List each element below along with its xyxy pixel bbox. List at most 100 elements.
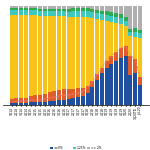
Bar [57, 100, 61, 105]
Bar [10, 10, 14, 15]
Bar [105, 6, 109, 11]
Bar [105, 21, 109, 61]
Bar [95, 6, 99, 10]
Bar [119, 58, 123, 105]
Bar [124, 46, 128, 56]
Bar [52, 9, 56, 11]
Bar [48, 6, 52, 9]
Bar [90, 12, 94, 18]
Bar [43, 94, 47, 102]
Bar [86, 93, 90, 105]
Bar [138, 6, 142, 30]
Bar [29, 96, 33, 102]
Bar [71, 6, 75, 8]
Bar [124, 56, 128, 105]
Bar [29, 15, 33, 96]
Bar [43, 16, 47, 94]
Bar [57, 16, 61, 90]
Bar [109, 56, 113, 64]
Bar [14, 103, 18, 105]
Bar [105, 61, 109, 68]
Bar [29, 8, 33, 10]
Bar [133, 28, 137, 32]
Bar [10, 99, 14, 103]
Bar [38, 102, 42, 105]
Bar [95, 19, 99, 74]
Bar [10, 15, 14, 99]
Bar [76, 97, 80, 105]
Bar [38, 95, 42, 102]
Bar [67, 9, 71, 12]
Bar [105, 15, 109, 21]
Bar [128, 32, 132, 36]
Bar [100, 6, 104, 11]
Bar [62, 6, 66, 9]
Bar [124, 6, 128, 17]
Bar [124, 26, 128, 46]
Bar [138, 33, 142, 38]
Bar [133, 59, 137, 74]
Bar [81, 6, 85, 8]
Bar [38, 11, 42, 16]
Bar [29, 6, 33, 8]
Bar [90, 9, 94, 12]
Bar [67, 6, 71, 9]
Bar [43, 9, 47, 11]
Bar [90, 87, 94, 105]
Bar [119, 18, 123, 24]
Bar [52, 101, 56, 105]
Bar [71, 89, 75, 98]
Bar [33, 102, 37, 105]
Bar [14, 6, 18, 8]
Bar [86, 6, 90, 8]
Bar [14, 98, 18, 103]
Bar [124, 17, 128, 21]
Bar [90, 81, 94, 87]
Bar [119, 14, 123, 18]
Bar [114, 52, 118, 61]
Bar [71, 17, 75, 89]
Bar [81, 17, 85, 88]
Bar [76, 88, 80, 97]
Bar [19, 98, 23, 103]
Bar [14, 8, 18, 10]
Bar [33, 6, 37, 8]
Bar [19, 10, 23, 15]
Bar [67, 12, 71, 17]
Bar [10, 103, 14, 105]
Bar [48, 16, 52, 92]
Bar [43, 102, 47, 105]
Bar [81, 8, 85, 11]
Bar [57, 9, 61, 11]
Bar [24, 8, 28, 10]
Bar [100, 74, 104, 105]
Bar [133, 6, 137, 28]
Bar [76, 17, 80, 88]
Bar [14, 10, 18, 15]
Bar [10, 8, 14, 10]
Bar [38, 9, 42, 11]
Bar [109, 22, 113, 56]
Bar [29, 10, 33, 15]
Bar [33, 10, 37, 15]
Bar [100, 14, 104, 20]
Bar [48, 101, 52, 105]
Bar [124, 21, 128, 26]
Bar [95, 74, 99, 80]
Bar [138, 77, 142, 85]
Bar [86, 11, 90, 17]
Bar [128, 36, 132, 56]
Bar [95, 10, 99, 13]
Bar [133, 74, 137, 105]
Bar [128, 75, 132, 105]
Bar [38, 6, 42, 9]
Bar [71, 98, 75, 105]
Bar [19, 8, 23, 10]
Bar [109, 16, 113, 22]
Bar [43, 11, 47, 16]
Bar [90, 18, 94, 81]
Bar [24, 98, 28, 103]
Bar [19, 6, 23, 8]
Bar [114, 13, 118, 17]
Bar [71, 11, 75, 17]
